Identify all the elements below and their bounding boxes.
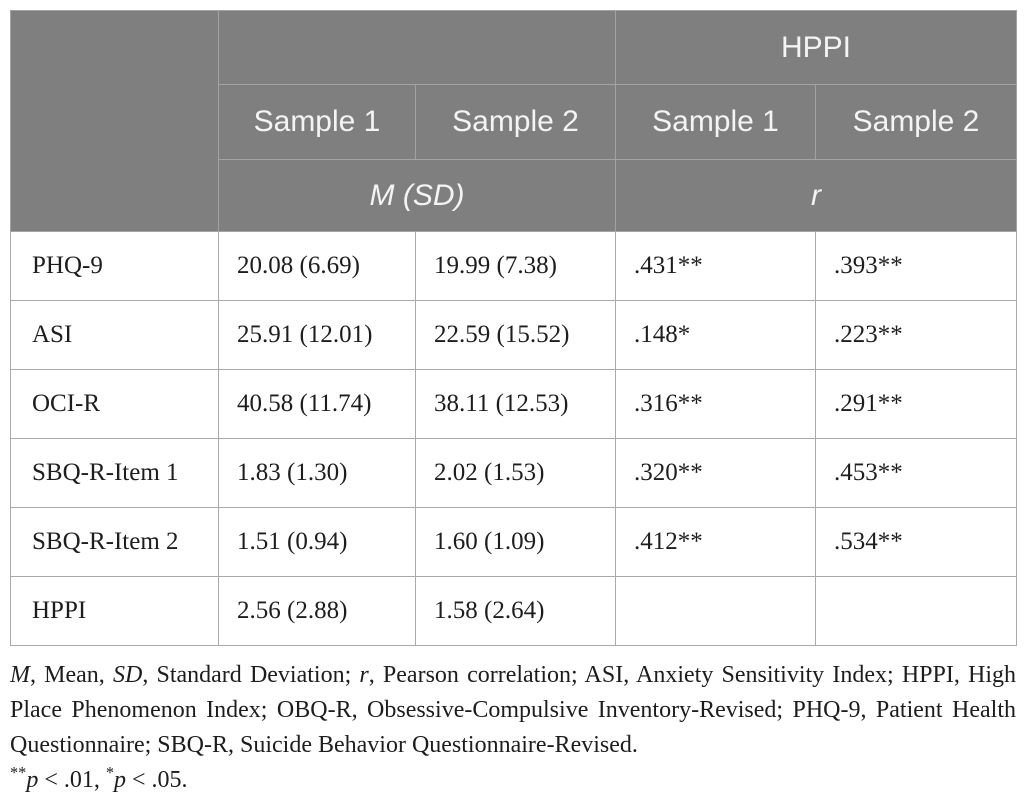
table-row: SBQ-R-Item 1 1.83 (1.30) 2.02 (1.53) .32… [10, 438, 1017, 508]
mean-sd-sample1: 2.56 (2.88) [218, 576, 416, 646]
r-sample2: .534** [815, 507, 1017, 577]
table-row: HPPI 2.56 (2.88) 1.58 (2.64) [10, 576, 1017, 646]
row-label: OCI-R [10, 369, 219, 439]
measure-header-mean-sd: M (SD) [218, 159, 616, 232]
mean-sd-sample2: 1.60 (1.09) [415, 507, 616, 577]
table-footnote: M, Mean, SD, Standard Deviation; r, Pear… [10, 658, 1016, 798]
r-sample1: .316** [615, 369, 816, 439]
col-header-sample2-meansd: Sample 2 [415, 84, 616, 160]
col-header-sample1-meansd: Sample 1 [218, 84, 416, 160]
mean-sd-sample2: 2.02 (1.53) [415, 438, 616, 508]
hppi-group-header-cell: HPPI [615, 10, 1017, 85]
table-row: ASI 25.91 (12.01) 22.59 (15.52) .148* .2… [10, 300, 1017, 370]
table-row: SBQ-R-Item 2 1.51 (0.94) 1.60 (1.09) .41… [10, 507, 1017, 577]
r-sample1: .431** [615, 231, 816, 301]
stub-header-cell [10, 10, 219, 232]
col-header-sample2-r: Sample 2 [815, 84, 1017, 160]
row-label: SBQ-R-Item 1 [10, 438, 219, 508]
mean-sd-sample1: 1.83 (1.30) [218, 438, 416, 508]
r-sample2: .291** [815, 369, 1017, 439]
table-row: PHQ-9 20.08 (6.69) 19.99 (7.38) .431** .… [10, 231, 1017, 301]
mean-sd-sample2: 22.59 (15.52) [415, 300, 616, 370]
r-sample1: .320** [615, 438, 816, 508]
table-body: PHQ-9 20.08 (6.69) 19.99 (7.38) .431** .… [10, 231, 1017, 646]
mean-sd-sample1: 25.91 (12.01) [218, 300, 416, 370]
measure-header-r: r [615, 159, 1017, 232]
row-label: PHQ-9 [10, 231, 219, 301]
table-row: OCI-R 40.58 (11.74) 38.11 (12.53) .316**… [10, 369, 1017, 439]
table-header: HPPI Sample 1 Sample 2 Sample 1 Sample 2… [10, 10, 1017, 232]
r-sample1: .412** [615, 507, 816, 577]
mean-sd-sample1: 20.08 (6.69) [218, 231, 416, 301]
r-sample2: .453** [815, 438, 1017, 508]
col-header-sample1-r: Sample 1 [615, 84, 816, 160]
r-sample2 [815, 576, 1017, 646]
descriptives-correlations-table: HPPI Sample 1 Sample 2 Sample 1 Sample 2… [10, 10, 1017, 646]
r-sample1 [615, 576, 816, 646]
mean-sd-sample2: 19.99 (7.38) [415, 231, 616, 301]
row-label: HPPI [10, 576, 219, 646]
r-sample2: .223** [815, 300, 1017, 370]
mean-sd-sample1: 1.51 (0.94) [218, 507, 416, 577]
significance-note: **p < .01, *p < .05. [10, 763, 188, 793]
row-label: SBQ-R-Item 2 [10, 507, 219, 577]
mean-sd-group-header-cell [218, 10, 616, 85]
mean-sd-sample2: 1.58 (2.64) [415, 576, 616, 646]
mean-sd-sample1: 40.58 (11.74) [218, 369, 416, 439]
row-label: ASI [10, 300, 219, 370]
mean-sd-sample2: 38.11 (12.53) [415, 369, 616, 439]
r-sample2: .393** [815, 231, 1017, 301]
r-sample1: .148* [615, 300, 816, 370]
abbreviations-note: M, Mean, SD, Standard Deviation; r, Pear… [10, 662, 1016, 758]
